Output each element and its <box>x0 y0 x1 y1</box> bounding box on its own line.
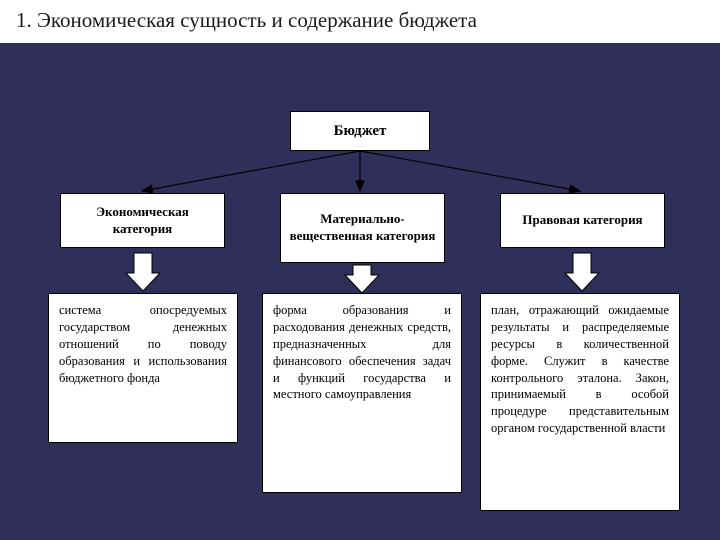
block-arrow-3 <box>565 253 599 291</box>
root-box: Бюджет <box>290 111 430 151</box>
description-box-2: форма образования и расходования денежны… <box>262 293 462 493</box>
line-root-to-cat1 <box>142 151 360 191</box>
block-arrow-2 <box>345 265 379 293</box>
category-box-2: Материально-вещественная категория <box>280 193 445 263</box>
block-arrow-1 <box>126 253 160 291</box>
line-root-to-cat3 <box>360 151 580 191</box>
category-box-3: Правовая категория <box>500 193 665 248</box>
description-box-1: система опосредуемых государством денежн… <box>48 293 238 443</box>
slide-title: 1. Экономическая сущность и содержание б… <box>0 0 720 43</box>
category-label: Правовая категория <box>522 212 642 229</box>
category-label: Экономическая категория <box>69 204 216 238</box>
category-label: Материально-вещественная категория <box>289 211 436 245</box>
category-box-1: Экономическая категория <box>60 193 225 248</box>
root-label: Бюджет <box>334 123 387 140</box>
description-box-3: план, отражающий ожидаемые результаты и … <box>480 293 680 511</box>
